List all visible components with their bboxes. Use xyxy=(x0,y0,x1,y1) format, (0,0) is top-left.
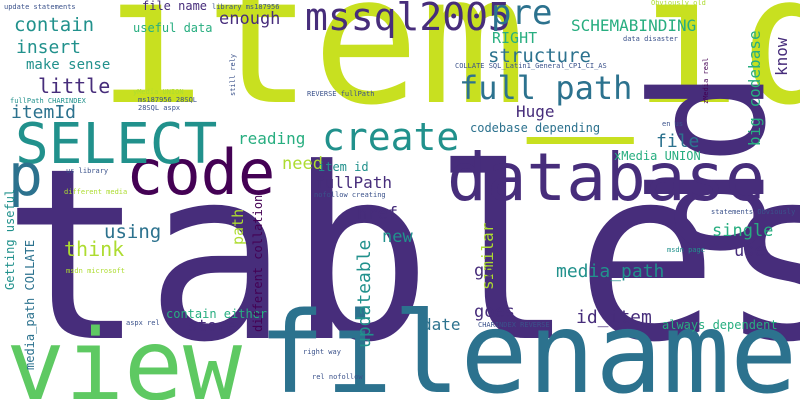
word-contain: contain xyxy=(14,14,95,36)
word-enough: enough xyxy=(219,9,281,29)
word-goes: goes xyxy=(474,302,515,322)
word-msdn-page: msdn page xyxy=(667,246,705,254)
word-little: little xyxy=(38,74,111,98)
word-go: go xyxy=(474,261,495,281)
word-rel-nofollow: rel nofollow xyxy=(312,373,363,381)
word-using: using xyxy=(104,221,162,243)
word-schemabinding: SCHEMABINDING xyxy=(571,16,697,35)
word-view: view xyxy=(6,309,243,400)
word-file-name: file name xyxy=(142,0,208,13)
word-media-path: media_path xyxy=(556,261,665,282)
word-different-collation: different collation xyxy=(251,194,265,332)
word-item-id-small: item id xyxy=(318,160,369,174)
word-reverse-fullpath: REVERSE fullPath xyxy=(307,90,375,98)
word-need: need xyxy=(282,154,323,174)
word-tables: tables xyxy=(2,118,800,395)
word-file: file xyxy=(656,131,700,152)
word-contain-either: contain either xyxy=(166,307,268,321)
word-update-statements: update statements xyxy=(4,3,76,11)
word-think: think xyxy=(64,237,125,261)
word-itemid: itemId xyxy=(11,102,77,123)
word-big-codebase: big codebase xyxy=(745,30,764,146)
word-p: p xyxy=(8,141,43,209)
word-full-path: full path xyxy=(459,69,633,107)
word-code: code xyxy=(126,136,276,209)
word-href: href xyxy=(357,204,398,224)
word-right: RIGHT xyxy=(492,29,538,47)
word-zmedia-real: zMedia real xyxy=(702,57,710,104)
word-single: single xyxy=(712,221,774,241)
word-obviously-old: Obviously old xyxy=(651,0,706,7)
word-msdn-microsoft: msdn microsoft xyxy=(66,267,126,275)
word-still-rely: still rely xyxy=(229,53,237,96)
word-media-path-collate: media_path COLLATE xyxy=(23,239,37,370)
word-collate-sql-latin: COLLATE SQL_Latin1_General_CP1_CI_AS xyxy=(455,62,607,70)
word-useful-data: useful data xyxy=(133,21,213,35)
word-new: new xyxy=(382,227,413,247)
word-right-way: right way xyxy=(303,348,341,356)
word-xmedia-union: xMedia UNION xyxy=(614,149,701,163)
word-getting-useful: Getting useful xyxy=(3,188,17,290)
word-ms187956-28sql: ms187956 28SQL xyxy=(138,96,198,104)
word-ymedia-union: yMedia UNION xyxy=(133,88,184,96)
word-store: store xyxy=(188,316,237,335)
word-updateable: updateable xyxy=(354,239,375,348)
word-filename: filename xyxy=(258,289,798,400)
word-know: know xyxy=(772,37,791,76)
word-item-id: item_id xyxy=(98,0,800,144)
word-fullpath-charindex: fullPath CHARINDEX xyxy=(10,97,86,105)
word-pre: pre xyxy=(491,0,553,33)
word-charindex-reverse: CHARINDEX REVERSE xyxy=(478,321,550,329)
word-statements-obviously: statements Obviously xyxy=(711,208,796,216)
word-select: SELECT xyxy=(15,112,218,177)
word-insert: insert xyxy=(16,37,82,58)
word-use: use xyxy=(734,241,765,261)
word-us-library: us library xyxy=(66,167,109,175)
word-aspx-rel: aspx rel xyxy=(126,319,160,327)
word-always-dependent: always dependent xyxy=(662,318,778,332)
word-28sql-aspx: 28SQL aspx xyxy=(138,104,181,112)
word-en-us: en us xyxy=(662,120,684,128)
word-library-ms187956: library ms187956 xyxy=(212,3,280,11)
word-fullpath: fullPath xyxy=(315,173,393,192)
word-database: database xyxy=(447,139,765,216)
word-different-media: different media xyxy=(64,188,128,196)
word-create: create xyxy=(322,115,460,159)
word-make-sense: make sense xyxy=(26,57,111,73)
word-huge: Huge xyxy=(516,102,555,121)
word-structure: structure xyxy=(488,45,591,67)
word-codebase-depending: codebase depending xyxy=(470,121,601,135)
word-reading: reading xyxy=(238,129,306,148)
word-data-disaster: data disaster xyxy=(623,35,678,43)
word-nofollow-creating: nofollow creating xyxy=(314,191,386,199)
word-date: date xyxy=(422,315,461,334)
word-mssql2005: mssql2005 xyxy=(305,0,511,39)
word-id-item: id_item xyxy=(576,307,652,328)
word-path: path xyxy=(229,208,247,245)
